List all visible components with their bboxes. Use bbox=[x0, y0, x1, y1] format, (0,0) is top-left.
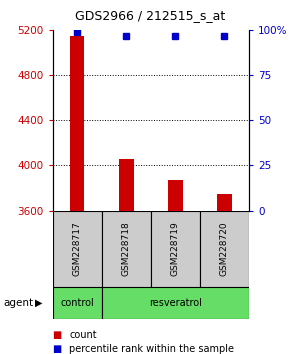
Text: GSM228719: GSM228719 bbox=[171, 221, 180, 276]
Text: percentile rank within the sample: percentile rank within the sample bbox=[69, 344, 234, 354]
Bar bbox=[52, 211, 102, 287]
Text: GDS2966 / 212515_s_at: GDS2966 / 212515_s_at bbox=[75, 10, 225, 22]
Bar bbox=[70, 36, 84, 211]
Bar bbox=[52, 287, 102, 319]
Text: GSM228717: GSM228717 bbox=[73, 221, 82, 276]
Bar bbox=[200, 211, 249, 287]
Text: agent: agent bbox=[3, 298, 33, 308]
Bar bbox=[168, 180, 183, 211]
Text: resveratrol: resveratrol bbox=[149, 298, 202, 308]
Bar bbox=[119, 159, 134, 211]
Text: ■: ■ bbox=[52, 344, 62, 354]
Text: ▶: ▶ bbox=[35, 298, 42, 308]
Text: GSM228718: GSM228718 bbox=[122, 221, 131, 276]
Text: ■: ■ bbox=[52, 330, 62, 339]
Text: GSM228720: GSM228720 bbox=[220, 221, 229, 276]
Text: control: control bbox=[60, 298, 94, 308]
Text: count: count bbox=[69, 330, 97, 339]
Bar bbox=[102, 211, 151, 287]
Bar bbox=[102, 287, 249, 319]
Bar bbox=[217, 194, 232, 211]
Bar bbox=[151, 211, 200, 287]
